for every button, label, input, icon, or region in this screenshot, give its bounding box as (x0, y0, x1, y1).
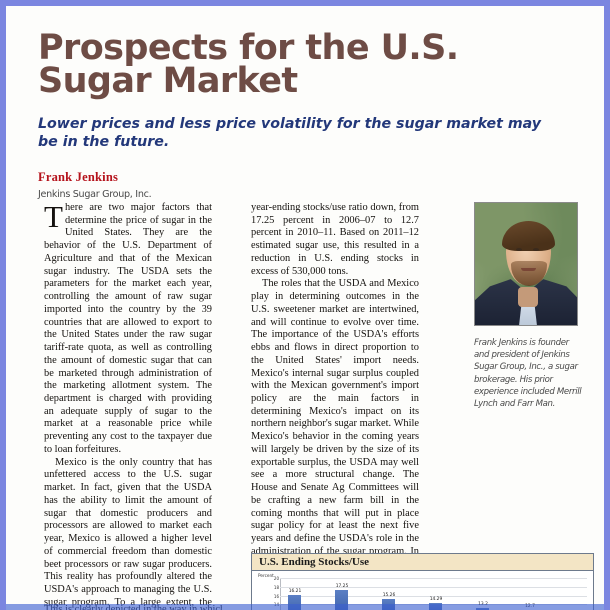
chart-y-tick-label: 18 (273, 584, 279, 590)
photo-eye-right (533, 248, 539, 251)
figure-title: U.S. Ending Stocks/Use (252, 554, 593, 571)
photo-mouth (521, 268, 536, 271)
chart-y-axis-label: Percent (258, 573, 274, 578)
author-affiliation: Jenkins Sugar Group, Inc. (38, 189, 152, 201)
chart-bar-value-label: 16.21 (288, 588, 302, 594)
text-selection-highlight (6, 604, 604, 610)
paragraph: Mexico is the only country that has unfe… (44, 456, 212, 610)
chart-bar-value-label: 17.25 (335, 584, 349, 590)
column-left: There are two major factors that determi… (44, 199, 212, 610)
chart-gridline (280, 578, 587, 579)
chart-y-tick-label: 20 (273, 576, 279, 581)
chart-y-tick-label: 16 (273, 593, 279, 599)
paragraph: There are two major factors that determi… (44, 199, 212, 455)
paragraph: The roles that the USDA and Mexico play … (251, 278, 419, 595)
photo-eye-left (516, 248, 522, 251)
photo-neck (518, 287, 538, 307)
page-content: Prospects for the U.S. Sugar Market Lowe… (38, 6, 590, 610)
author-portrait-photo (474, 202, 578, 326)
page-title: Prospects for the U.S. Sugar Market (38, 28, 459, 102)
chart-bar-value-label: 14.29 (429, 596, 443, 602)
figure-ending-stocks-use: U.S. Ending Stocks/Use Percent 201816141… (251, 553, 594, 610)
column-middle: year-ending stocks/use ratio down, from … (251, 202, 419, 597)
photo-caption: Frank Jenkins is founder and president o… (474, 338, 582, 410)
document-page: Prospects for the U.S. Sugar Market Lowe… (6, 6, 604, 610)
chart-gridline (280, 586, 587, 588)
author-name: Frank Jenkins (38, 170, 119, 185)
chart-gridline (280, 595, 587, 597)
photo-hair (502, 221, 555, 251)
bar-chart-plot-area: Percent 2018161416.2117.2515.2614.2913.2… (252, 571, 593, 610)
paragraph: year-ending stocks/use ratio down, from … (251, 202, 419, 277)
right-rail: Frank Jenkins is founder and president o… (465, 202, 593, 410)
article-deck: Lower prices and less price volatility f… (38, 115, 542, 150)
chart-y-axis (280, 578, 281, 610)
chart-bar-value-label: 15.26 (382, 592, 396, 598)
